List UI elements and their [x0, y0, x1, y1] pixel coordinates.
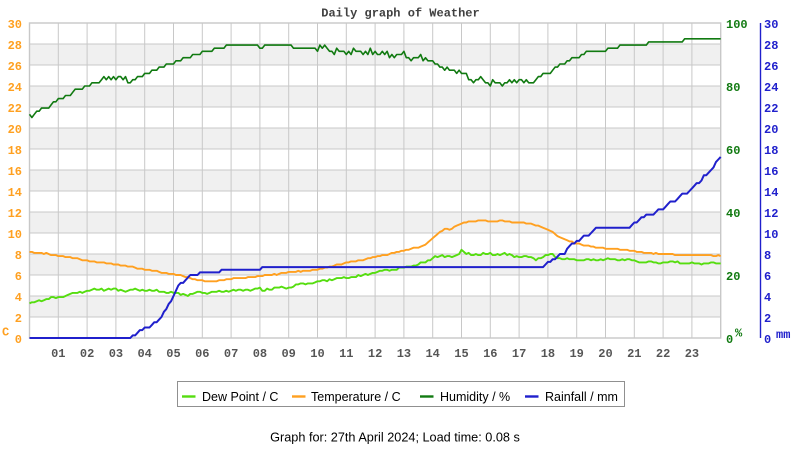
svg-text:06: 06	[195, 347, 209, 361]
svg-text:12: 12	[8, 207, 22, 221]
svg-text:8: 8	[15, 249, 22, 263]
svg-text:22: 22	[8, 102, 22, 116]
svg-text:10: 10	[8, 228, 22, 242]
svg-text:05: 05	[166, 347, 180, 361]
svg-text:mm: mm	[776, 328, 790, 342]
svg-text:80: 80	[726, 81, 740, 95]
svg-text:40: 40	[726, 207, 740, 221]
svg-text:12: 12	[368, 347, 382, 361]
svg-text:4: 4	[15, 291, 22, 305]
svg-text:6: 6	[15, 270, 22, 284]
svg-text:19: 19	[569, 347, 583, 361]
svg-text:13: 13	[397, 347, 411, 361]
svg-text:21: 21	[627, 347, 641, 361]
svg-text:04: 04	[137, 347, 151, 361]
svg-text:09: 09	[281, 347, 295, 361]
svg-text:24: 24	[764, 81, 778, 95]
svg-text:0: 0	[764, 333, 771, 347]
svg-text:14: 14	[425, 347, 439, 361]
svg-text:Humidity / %: Humidity / %	[440, 390, 510, 404]
svg-text:0: 0	[15, 333, 22, 347]
svg-text:30: 30	[764, 18, 778, 32]
svg-text:30: 30	[8, 18, 22, 32]
svg-text:8: 8	[764, 249, 771, 263]
svg-text:C: C	[2, 326, 9, 340]
svg-text:16: 16	[764, 165, 778, 179]
svg-text:Daily graph of Weather: Daily graph of Weather	[321, 7, 479, 21]
svg-text:16: 16	[483, 347, 497, 361]
svg-text:16: 16	[8, 165, 22, 179]
svg-text:17: 17	[512, 347, 526, 361]
svg-text:6: 6	[764, 270, 771, 284]
svg-text:14: 14	[764, 186, 778, 200]
svg-text:100: 100	[726, 18, 748, 32]
svg-text:%: %	[735, 327, 743, 341]
svg-text:2: 2	[764, 312, 771, 326]
svg-text:Graph for: 27th April 2024; Lo: Graph for: 27th April 2024; Load time: 0…	[270, 431, 520, 445]
svg-text:20: 20	[726, 270, 740, 284]
svg-text:10: 10	[310, 347, 324, 361]
svg-text:28: 28	[8, 39, 22, 53]
svg-text:24: 24	[8, 81, 22, 95]
svg-text:26: 26	[8, 60, 22, 74]
svg-text:18: 18	[8, 144, 22, 158]
svg-text:18: 18	[541, 347, 555, 361]
svg-text:03: 03	[109, 347, 123, 361]
svg-text:12: 12	[764, 207, 778, 221]
svg-text:20: 20	[8, 123, 22, 137]
svg-text:20: 20	[764, 123, 778, 137]
svg-text:11: 11	[339, 347, 353, 361]
svg-text:07: 07	[224, 347, 238, 361]
svg-text:26: 26	[764, 60, 778, 74]
svg-text:20: 20	[598, 347, 612, 361]
svg-text:Dew Point / C: Dew Point / C	[202, 390, 278, 404]
svg-text:60: 60	[726, 144, 740, 158]
svg-text:02: 02	[80, 347, 94, 361]
svg-text:Temperature / C: Temperature / C	[311, 390, 401, 404]
svg-text:14: 14	[8, 186, 22, 200]
svg-text:0: 0	[726, 333, 733, 347]
svg-text:10: 10	[764, 228, 778, 242]
svg-text:22: 22	[656, 347, 670, 361]
svg-text:4: 4	[764, 291, 771, 305]
svg-text:23: 23	[685, 347, 699, 361]
svg-text:28: 28	[764, 39, 778, 53]
svg-text:2: 2	[15, 312, 22, 326]
svg-text:08: 08	[253, 347, 267, 361]
svg-text:22: 22	[764, 102, 778, 116]
svg-text:Rainfall / mm: Rainfall / mm	[545, 390, 618, 404]
svg-text:15: 15	[454, 347, 468, 361]
svg-text:01: 01	[51, 347, 65, 361]
svg-text:18: 18	[764, 144, 778, 158]
